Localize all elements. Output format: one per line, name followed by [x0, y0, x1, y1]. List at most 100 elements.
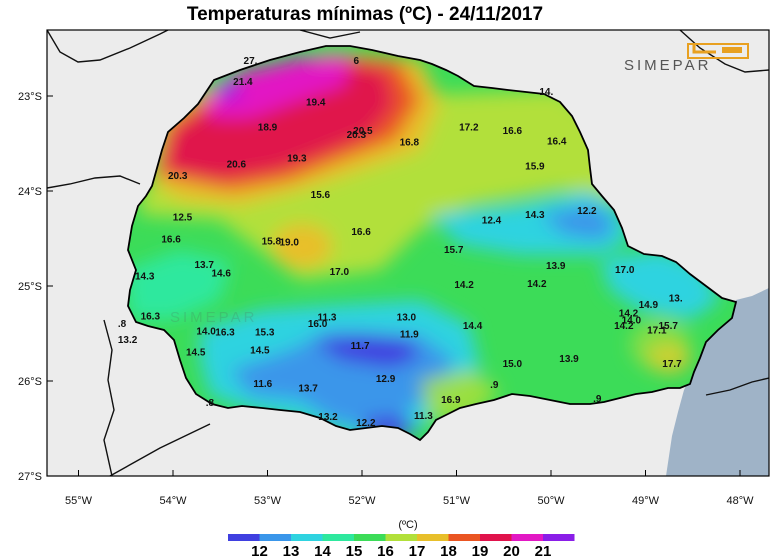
station-value: 6 [354, 56, 360, 67]
station-value: 14.4 [463, 321, 483, 332]
colorbar-swatch [511, 534, 543, 541]
colorbar-tick-label: 16 [377, 543, 394, 558]
state-border [127, 45, 738, 442]
station-value: 13.2 [318, 412, 338, 423]
station-value: 27. [244, 56, 258, 67]
temperature-field: SIMEPAR [128, 46, 736, 440]
station-value: 14. [539, 87, 553, 98]
map-title: Temperaturas mínimas (ºC) - 24/11/2017 [186, 4, 544, 25]
station-value: 16.9 [441, 395, 461, 406]
lat-label: 25°S [18, 281, 42, 293]
station-value: 12.5 [173, 213, 193, 224]
station-value: .8 [118, 319, 127, 330]
station-value: 15.0 [503, 359, 523, 370]
station-value: 19.4 [306, 98, 326, 109]
station-value: 11.3 [414, 411, 433, 422]
colorbar-tick-label: 21 [535, 543, 552, 558]
lon-label: 48°W [726, 495, 754, 507]
station-value: 11.3 [318, 312, 337, 323]
station-value: 16.0 [308, 319, 328, 330]
colorbar-swatch [228, 534, 260, 541]
station-value: 16.4 [547, 137, 567, 148]
station-value: 17.1 [647, 326, 667, 337]
ocean [666, 288, 769, 476]
lat-label: 24°S [18, 186, 42, 198]
station-value: 15.9 [525, 161, 545, 172]
station-value: 15.8 [262, 236, 282, 247]
station-value: 16.6 [161, 235, 181, 246]
station-value: 16.3 [141, 311, 161, 322]
station-value: 20.3 [347, 130, 367, 141]
lat-label: 23°S [18, 91, 42, 103]
map-frame [46, 29, 770, 477]
station-value: 14.9 [639, 300, 659, 311]
colorbar-tick-label: 19 [472, 543, 489, 558]
station-value: 20.5 [353, 126, 373, 137]
station-value: 15.3 [255, 328, 275, 339]
station-value: 14.0 [196, 327, 216, 338]
station-value: 14.3 [135, 272, 155, 283]
station-value: 14.5 [250, 346, 270, 357]
station-value: 15.6 [311, 190, 331, 201]
station-value: 13.2 [118, 335, 138, 346]
colorbar-unit: (ºC) [398, 519, 417, 531]
station-value: 13.9 [546, 261, 566, 272]
station-value: 20.6 [227, 160, 247, 171]
colorbar-swatch [417, 534, 449, 541]
axis-ticks: 55°W 54°W 53°W 52°W 51°W 50°W 49°W 48°W 23°S 24°S… [18, 91, 754, 507]
logo-text: SIMEPAR [624, 57, 711, 74]
colorbar-tick-label: 17 [409, 543, 426, 558]
station-value: 14.3 [525, 210, 545, 221]
station-value: 13.0 [397, 312, 417, 323]
station-value: 14.2 [619, 309, 639, 320]
station-value: 19.0 [279, 237, 299, 248]
lon-label: 50°W [537, 495, 565, 507]
lon-label: 51°W [443, 495, 471, 507]
colorbar-tick-label: 20 [503, 543, 520, 558]
colorbar-swatch [259, 534, 291, 541]
station-value: 14.0 [622, 315, 642, 326]
station-value: 13. [669, 293, 683, 304]
station-value: 15.7 [658, 321, 678, 332]
station-value: 11.6 [253, 379, 272, 390]
lat-label: 26°S [18, 376, 42, 388]
colorbar-tick-label: 13 [283, 543, 300, 558]
colorbar: (ºC) 12 13 14 15 16 17 18 19 20 21 [228, 519, 575, 558]
station-value: 17.7 [662, 359, 682, 370]
station-value: 14.2 [614, 321, 634, 332]
lon-label: 55°W [65, 495, 93, 507]
station-value: .9 [490, 380, 499, 391]
colorbar-swatch [543, 534, 575, 541]
station-value: 13.7 [298, 384, 318, 395]
colorbar-tick-label: 18 [440, 543, 457, 558]
station-value: 17.0 [330, 267, 350, 278]
station-value: 17.2 [459, 122, 479, 133]
colorbar-tick-label: 12 [251, 543, 268, 558]
lon-label: 52°W [348, 495, 376, 507]
lon-label: 53°W [254, 495, 282, 507]
station-value: 12.2 [577, 206, 597, 217]
colorbar-tick-label: 15 [346, 543, 363, 558]
station-value: 12.4 [482, 216, 502, 227]
station-value: 13.9 [559, 354, 579, 365]
colorbar-tick-label: 14 [314, 543, 331, 558]
station-value: 16.3 [215, 328, 235, 339]
station-value: 16.6 [503, 126, 523, 137]
station-value: 14.6 [211, 269, 231, 280]
colorbar-swatch [385, 534, 417, 541]
colorbar-swatch [322, 534, 354, 541]
station-labels: 21.419.418.9 20.520.317.2 16.616.8 16.419.3… [118, 56, 683, 429]
station-value: 20.3 [168, 171, 188, 182]
station-value: 13.7 [194, 260, 214, 271]
station-value: 14.2 [454, 280, 474, 291]
station-value: 14.2 [527, 279, 547, 290]
station-value: 16.6 [351, 227, 371, 238]
lat-label: 27°S [18, 471, 42, 483]
station-value: 12.9 [376, 374, 396, 385]
station-value: .9 [593, 394, 602, 405]
station-value: 12.2 [356, 418, 376, 429]
station-value: .8 [206, 398, 215, 409]
lon-label: 49°W [632, 495, 660, 507]
station-value: 21.4 [233, 77, 253, 88]
